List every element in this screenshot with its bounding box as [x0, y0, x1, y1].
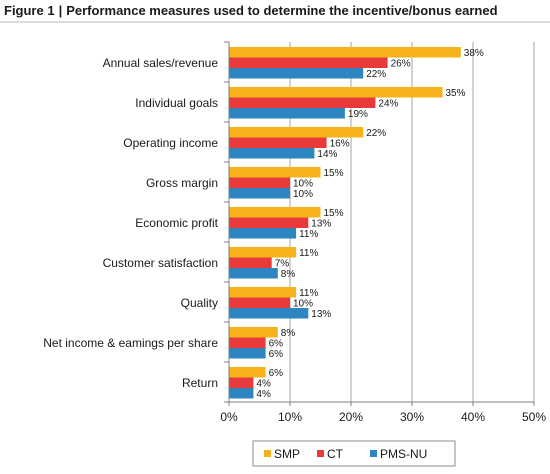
bar-smp-annual-sales-revenue	[229, 47, 461, 58]
data-label-pms-nu-quality: 13%	[311, 309, 331, 320]
bar-ct-individual-goals	[229, 97, 376, 108]
data-label-smp-return: 6%	[269, 368, 284, 379]
x-tick-label: 0%	[220, 410, 238, 424]
axes: 0% 10% 20% 30% 40% 50% Annual sales/revenue Ind…	[43, 41, 546, 424]
legend-swatch-pms-nu	[370, 450, 377, 457]
bar-ct-operating-income	[229, 137, 327, 148]
bar-smp-return	[229, 367, 266, 378]
bar-smp-economic-profit	[229, 207, 321, 218]
legend: SMP CT PMS-NU	[252, 440, 456, 467]
data-label-ct-operating-income: 16%	[330, 139, 350, 150]
bar-pms-nu-quality	[229, 308, 309, 319]
bars	[229, 47, 461, 399]
bar-pms-nu-economic-profit	[229, 228, 297, 239]
category-label-customer-satisfaction: Customer satisfaction	[103, 256, 218, 270]
figure-title: Figure 1 | Performance measures used to de…	[4, 3, 498, 18]
data-label-pms-nu-operating-income: 14%	[317, 149, 337, 160]
bar-pms-nu-operating-income	[229, 148, 315, 159]
data-label-ct-quality: 10%	[293, 299, 313, 310]
data-label-smp-operating-income: 22%	[366, 128, 386, 139]
bar-ct-customer-satisfaction	[229, 257, 272, 268]
data-label-ct-gross-margin: 10%	[293, 179, 313, 190]
bar-smp-quality	[229, 287, 297, 298]
bar-pms-nu-gross-margin	[229, 188, 290, 199]
title-separator: |	[58, 3, 63, 18]
legend-label-smp: SMP	[274, 447, 300, 461]
bar-pms-nu-customer-satisfaction	[229, 268, 278, 279]
bar-smp-individual-goals	[229, 87, 443, 98]
x-tick-label: 10%	[278, 410, 302, 424]
bar-ct-gross-margin	[229, 177, 290, 188]
data-labels: 38%26%22%35%24%19%22%16%14%15%10%10%15%1…	[256, 48, 484, 400]
category-label-individual-goals: Individual goals	[135, 96, 218, 110]
category-label-gross-margin: Gross margin	[146, 176, 218, 190]
data-label-pms-nu-annual-sales-revenue: 22%	[366, 69, 386, 80]
data-label-smp-individual-goals: 35%	[446, 88, 466, 99]
legend-label-ct: CT	[327, 447, 344, 461]
x-tick-label: 50%	[522, 410, 546, 424]
bar-smp-gross-margin	[229, 167, 321, 178]
data-label-ct-individual-goals: 24%	[378, 99, 398, 110]
data-label-ct-annual-sales-revenue: 26%	[391, 59, 411, 70]
data-label-pms-nu-return: 4%	[256, 389, 271, 400]
bar-pms-nu-annual-sales-revenue	[229, 68, 364, 79]
category-label-quality: Quality	[181, 296, 218, 310]
data-label-pms-nu-economic-profit: 11%	[299, 229, 318, 240]
bar-ct-annual-sales-revenue	[229, 57, 388, 68]
category-label-economic-profit: Economic profit	[135, 216, 218, 230]
data-label-pms-nu-net-income-eamings-per-share: 6%	[269, 349, 284, 360]
x-tick-label: 20%	[339, 410, 363, 424]
bar-ct-net-income-eamings-per-share	[229, 337, 266, 348]
category-label-operating-income: Operating income	[123, 136, 218, 150]
data-label-smp-economic-profit: 15%	[324, 208, 344, 219]
bar-pms-nu-net-income-eamings-per-share	[229, 348, 266, 359]
data-label-ct-return: 4%	[256, 379, 271, 390]
category-label-net-income-eamings-per-share: Net income & eamings per share	[43, 336, 218, 350]
data-label-pms-nu-customer-satisfaction: 8%	[281, 269, 296, 280]
figure-number: Figure 1	[4, 3, 55, 18]
data-label-ct-net-income-eamings-per-share: 6%	[269, 339, 284, 350]
data-label-smp-customer-satisfaction: 11%	[299, 248, 318, 259]
bar-ct-quality	[229, 297, 290, 308]
bar-pms-nu-individual-goals	[229, 108, 345, 119]
x-tick-label: 40%	[461, 410, 485, 424]
bar-ct-return	[229, 377, 254, 388]
bar-smp-customer-satisfaction	[229, 247, 297, 258]
x-tick-label: 30%	[400, 410, 424, 424]
legend-swatch-smp	[264, 450, 271, 457]
category-label-annual-sales-revenue: Annual sales/revenue	[103, 56, 219, 70]
legend-swatch-ct	[317, 450, 324, 457]
data-label-ct-economic-profit: 13%	[311, 219, 331, 230]
bar-smp-net-income-eamings-per-share	[229, 327, 278, 338]
data-label-smp-quality: 11%	[299, 288, 318, 299]
bar-smp-operating-income	[229, 127, 364, 138]
category-label-return: Return	[182, 376, 218, 390]
bar-ct-economic-profit	[229, 217, 309, 228]
data-label-smp-gross-margin: 15%	[324, 168, 344, 179]
data-label-ct-customer-satisfaction: 7%	[275, 259, 290, 270]
data-label-smp-net-income-eamings-per-share: 8%	[281, 328, 296, 339]
bar-pms-nu-return	[229, 388, 254, 399]
figure-title-text: Performance measures used to determine t…	[66, 3, 498, 18]
data-label-pms-nu-individual-goals: 19%	[348, 109, 368, 120]
data-label-smp-annual-sales-revenue: 38%	[464, 48, 484, 59]
data-label-pms-nu-gross-margin: 10%	[293, 189, 313, 200]
legend-box	[252, 440, 456, 467]
legend-label-pms-nu: PMS-NU	[380, 447, 427, 461]
